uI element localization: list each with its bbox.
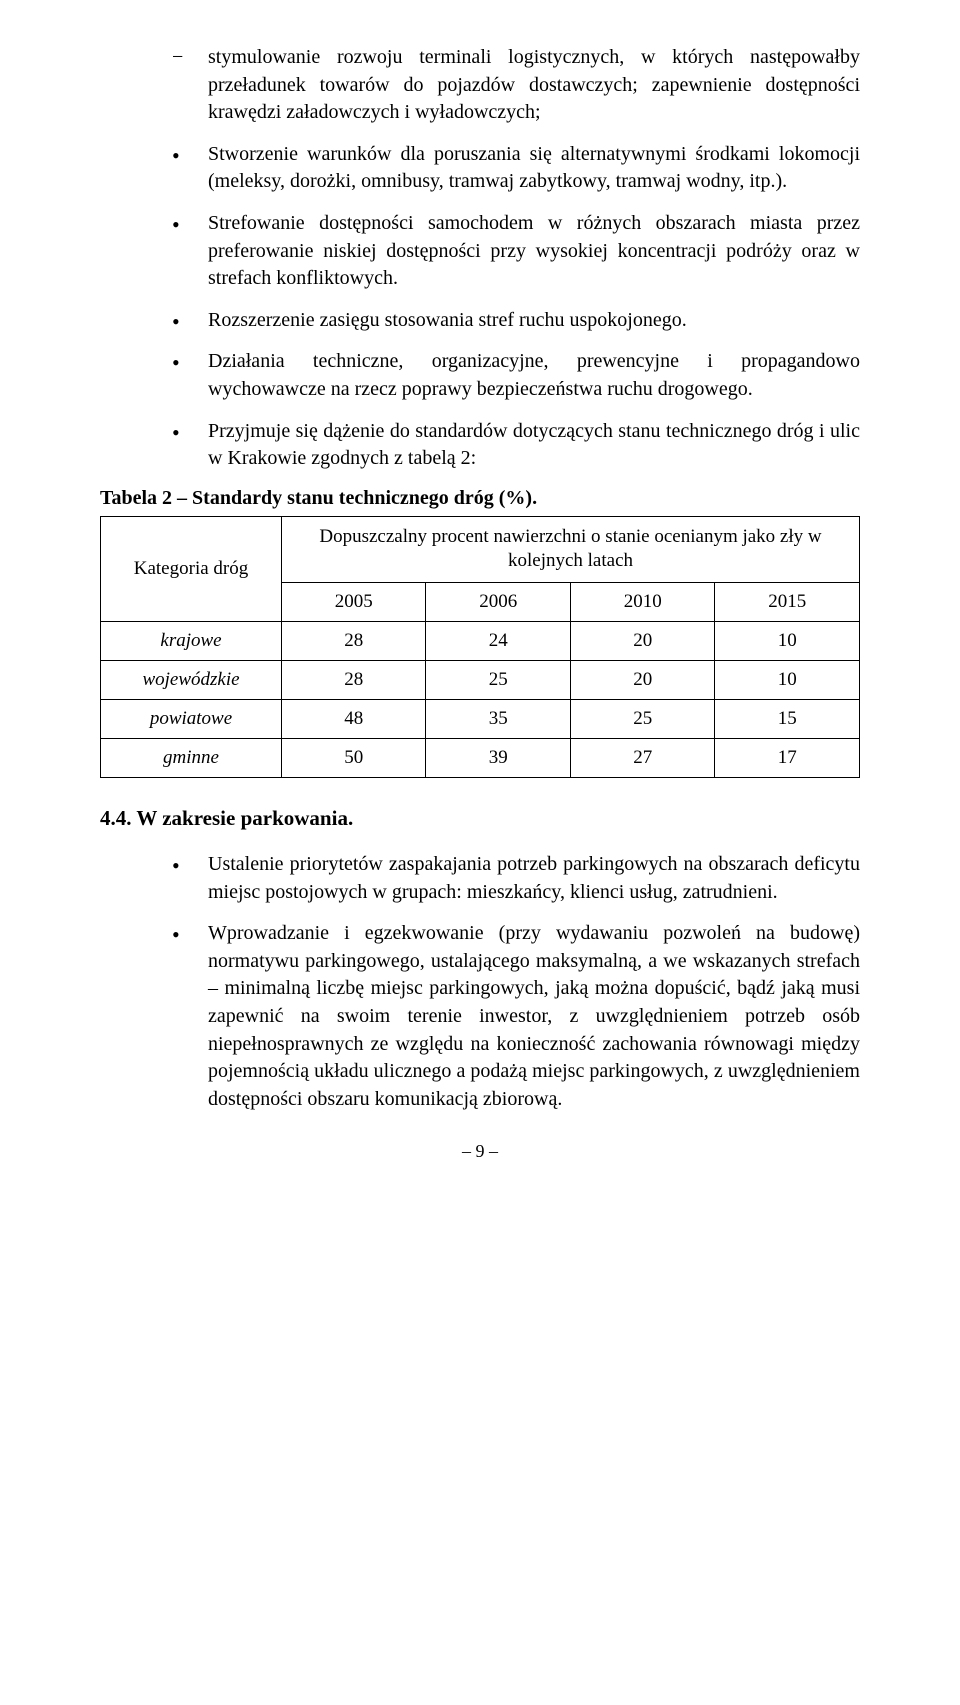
cell: 50 [282,739,426,778]
cell: 10 [715,661,860,700]
cell: 15 [715,700,860,739]
bullet-text: Ustalenie priorytetów zaspakajania potrz… [208,853,860,903]
section-4-4-bullets: Ustalenie priorytetów zaspakajania potrz… [100,851,860,1113]
cell: 27 [570,739,714,778]
bullet-text: Rozszerzenie zasięgu stosowania stref ru… [208,309,687,331]
bullet-item: Przyjmuje się dążenie do standardów doty… [172,418,860,473]
page: stymulowanie rozwoju terminali logistycz… [0,0,960,1198]
cell: 20 [570,661,714,700]
cell: 20 [570,622,714,661]
cell: 25 [426,661,570,700]
bullet-text: Działania techniczne, organizacyjne, pre… [208,350,860,400]
bullet-text: Przyjmuje się dążenie do standardów doty… [208,420,860,470]
table-row: wojewódzkie 28 25 20 10 [101,661,860,700]
col-header-year: 2006 [426,583,570,622]
bullet-text: Wprowadzanie i egzekwowanie (przy wydawa… [208,922,860,1110]
col-header-year: 2005 [282,583,426,622]
row-label: gminne [101,739,282,778]
cell: 10 [715,622,860,661]
cell: 25 [570,700,714,739]
bullet-item: Wprowadzanie i egzekwowanie (przy wydawa… [172,920,860,1113]
bullet-item: Rozszerzenie zasięgu stosowania stref ru… [172,307,860,335]
table-row: powiatowe 48 35 25 15 [101,700,860,739]
table-row: gminne 50 39 27 17 [101,739,860,778]
table-caption: Tabela 2 – Standardy stanu technicznego … [100,487,860,510]
cell: 39 [426,739,570,778]
cell: 24 [426,622,570,661]
dash-list-item: stymulowanie rozwoju terminali logistycz… [172,44,860,127]
cell: 28 [282,622,426,661]
cell: 17 [715,739,860,778]
cell: 35 [426,700,570,739]
col-header-year: 2010 [570,583,714,622]
cell: 48 [282,700,426,739]
dash-item-text: stymulowanie rozwoju terminali logistycz… [208,46,860,123]
table-header-row-1: Kategoria dróg Dopuszczalny procent nawi… [101,516,860,582]
col-header-category: Kategoria dróg [101,516,282,621]
bullet-text: Strefowanie dostępności samochodem w róż… [208,212,860,289]
cell: 28 [282,661,426,700]
page-number: – 9 – [100,1141,860,1162]
row-label: wojewódzkie [101,661,282,700]
col-header-year: 2015 [715,583,860,622]
bullet-item: Ustalenie priorytetów zaspakajania potrz… [172,851,860,906]
row-label: krajowe [101,622,282,661]
bullet-item: Działania techniczne, organizacyjne, pre… [172,348,860,403]
road-standards-table: Kategoria dróg Dopuszczalny procent nawi… [100,516,860,778]
bullet-item: Stworzenie warunków dla poruszania się a… [172,141,860,196]
section-heading-4-4: 4.4. W zakresie parkowania. [100,806,860,831]
indented-list-block: stymulowanie rozwoju terminali logistycz… [100,44,860,473]
table-row: krajowe 28 24 20 10 [101,622,860,661]
col-header-merged: Dopuszczalny procent nawierzchni o stani… [282,516,860,582]
bullet-item: Strefowanie dostępności samochodem w róż… [172,210,860,293]
bullet-text: Stworzenie warunków dla poruszania się a… [208,143,860,193]
row-label: powiatowe [101,700,282,739]
